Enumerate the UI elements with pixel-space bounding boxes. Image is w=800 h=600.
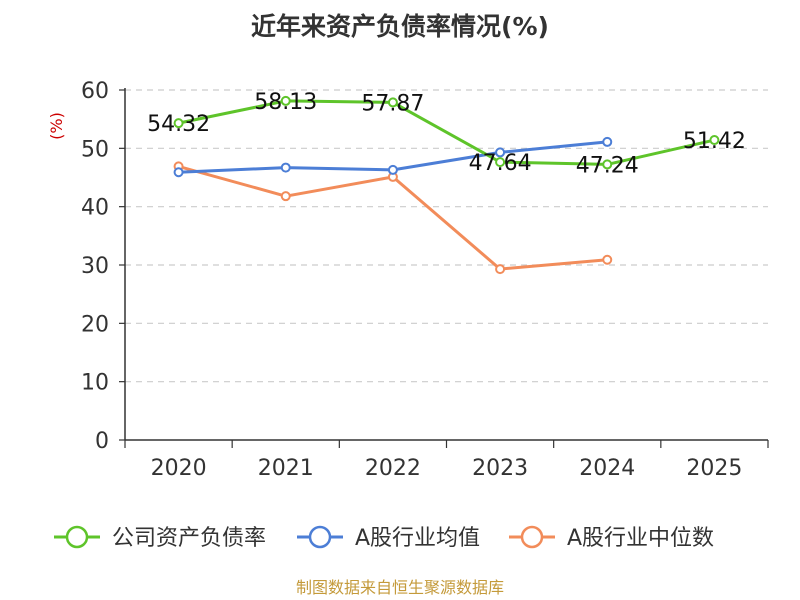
y-tick-label-30: 30: [81, 254, 109, 279]
legend-item-2: A股行业中位数: [509, 525, 714, 551]
y-axis-unit: (%): [47, 112, 66, 140]
data-point-0-2021: [280, 95, 291, 106]
legend-marker-2: [520, 525, 544, 549]
x-tick-labels: 2020 2021 2022 2023 2024 2025: [151, 456, 743, 481]
data-point-2-2021: [280, 191, 291, 202]
y-tick-labels: 0 10 20 30 40 50 60: [81, 79, 109, 454]
legend-label-1: A股行业均值: [355, 526, 480, 551]
x-tick-label-2021: 2021: [258, 456, 314, 481]
data-label-2022: 57.87: [361, 91, 424, 116]
source-note: 制图数据来自恒生聚源数据库: [296, 578, 504, 597]
legend-label-2: A股行业中位数: [567, 526, 714, 551]
series-2: [173, 161, 613, 275]
data-label-2025: 51.42: [683, 129, 746, 154]
legend-item-0: 公司资产负债率: [54, 525, 266, 551]
data-point-2-2024: [602, 254, 613, 265]
data-point-0-2023: [495, 157, 506, 168]
data-labels: 54.32 58.13 57.87 47.64 47.24 51.42: [147, 90, 746, 179]
data-label-2024: 47.24: [576, 153, 639, 178]
data-point-0-2020: [173, 118, 184, 129]
y-tick-label-40: 40: [81, 196, 109, 221]
series-1: [173, 136, 613, 178]
data-point-1-2024: [602, 136, 613, 147]
x-tick-label-2022: 2022: [365, 456, 421, 481]
data-point-1-2023: [495, 147, 506, 158]
x-tick-label-2025: 2025: [686, 456, 742, 481]
data-point-0-2022: [387, 97, 398, 108]
y-tick-label-20: 20: [81, 312, 109, 337]
data-point-2-2023: [495, 264, 506, 275]
y-tick-label-60: 60: [81, 79, 109, 104]
x-tick-label-2024: 2024: [579, 456, 635, 481]
axes: [119, 88, 769, 448]
legend-marker-1: [308, 525, 332, 549]
data-point-1-2022: [387, 164, 398, 175]
y-tick-label-50: 50: [81, 137, 109, 162]
y-tick-label-10: 10: [81, 371, 109, 396]
series-line-0: [178, 99, 715, 166]
data-point-1-2020: [173, 167, 184, 178]
data-label-2020: 54.32: [147, 112, 210, 137]
data-point-0-2024: [602, 159, 613, 170]
series-0: [173, 95, 720, 170]
legend-marker-0: [65, 525, 89, 549]
chart-title: 近年来资产负债率情况(%): [251, 12, 549, 41]
x-tick-label-2023: 2023: [472, 456, 528, 481]
legend-label-0: 公司资产负债率: [112, 526, 266, 551]
x-tick-label-2020: 2020: [151, 456, 207, 481]
data-point-0-2025: [709, 135, 720, 146]
legend: 公司资产负债率 A股行业均值 A股行业中位数: [54, 525, 714, 551]
legend-item-1: A股行业均值: [297, 525, 480, 551]
data-label-2023: 47.64: [469, 151, 532, 176]
y-tick-label-0: 0: [95, 429, 109, 454]
data-point-1-2021: [280, 162, 291, 173]
grid-lines: [125, 89, 768, 383]
data-label-2021: 58.13: [254, 90, 317, 115]
series-group: [173, 95, 720, 275]
